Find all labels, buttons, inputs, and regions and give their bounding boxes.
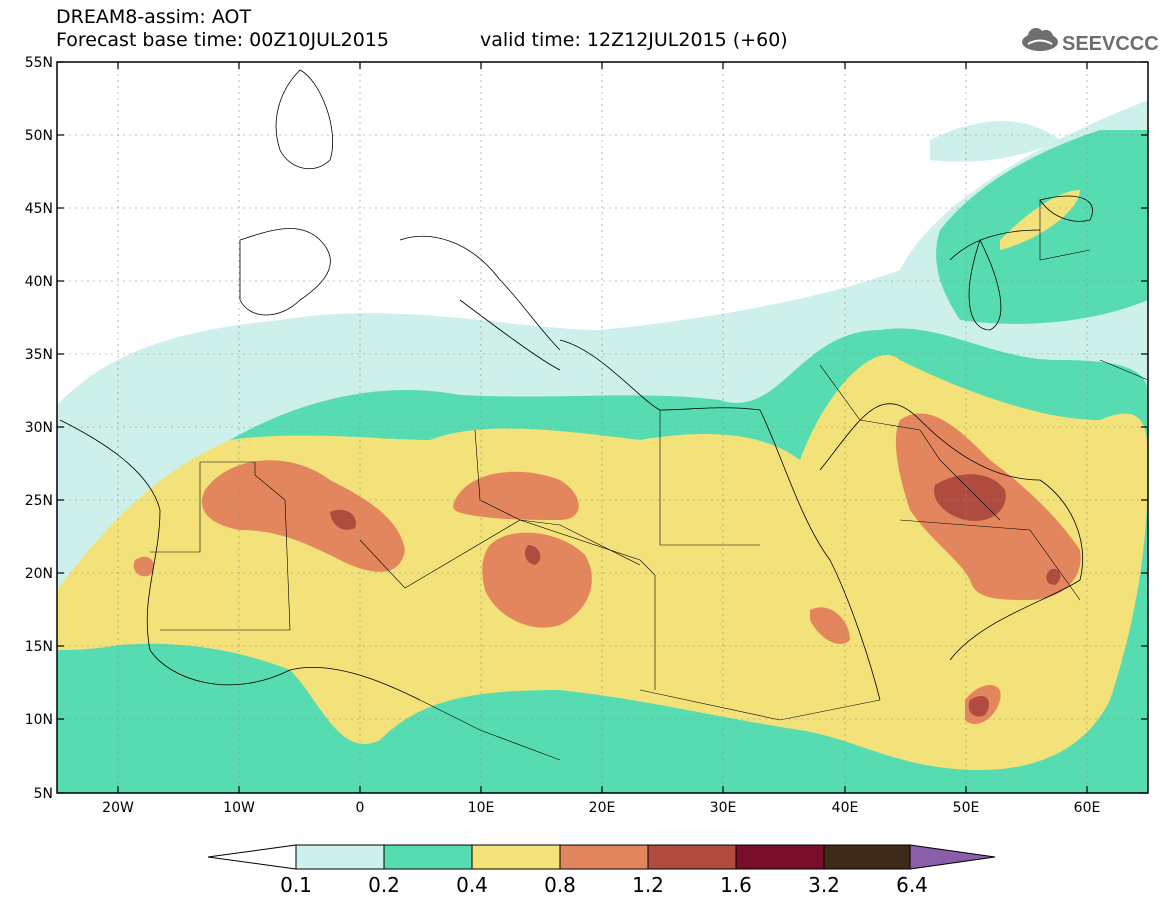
lat-labels: 55N 50N 45N 40N 35N 30N 25N 20N 15N 10N … xyxy=(25,55,53,802)
lat-label: 35N xyxy=(25,347,53,363)
map-title: DREAM8-assim: AOT xyxy=(56,6,252,28)
colorbar-box xyxy=(735,844,825,870)
lon-label: 50E xyxy=(953,800,980,816)
colorbar: 0.1 0.2 0.4 0.8 1.2 1.6 3.2 6.4 xyxy=(207,844,996,897)
lat-label: 10N xyxy=(25,712,53,728)
lon-label: 10E xyxy=(468,800,495,816)
lon-label: 10W xyxy=(223,800,255,816)
colorbar-box xyxy=(295,844,385,870)
lat-label: 5N xyxy=(34,786,53,802)
lon-label: 20W xyxy=(102,800,134,816)
lat-label: 30N xyxy=(25,420,53,436)
lon-label: 0 xyxy=(356,800,365,816)
logo-text: SEEVCCC xyxy=(1062,33,1158,55)
lat-label: 25N xyxy=(25,493,53,509)
colorbar-label: 0.8 xyxy=(544,873,576,897)
colorbar-label: 3.2 xyxy=(808,873,840,897)
colorbar-box xyxy=(823,844,911,870)
graticule xyxy=(57,62,1148,793)
colorbar-label: 0.2 xyxy=(368,873,400,897)
forecast-base-time: Forecast base time: 00Z10JUL2015 xyxy=(56,29,389,51)
coastlines xyxy=(59,69,1093,701)
lon-label: 30E xyxy=(710,800,737,816)
colorbar-label: 6.4 xyxy=(896,873,928,897)
colorbar-box xyxy=(559,844,649,870)
lat-label: 55N xyxy=(25,55,53,71)
colorbar-box xyxy=(647,844,737,870)
colorbar-low-arrow xyxy=(207,844,297,870)
cloud-icon xyxy=(1022,28,1058,51)
axis-ticks xyxy=(57,61,1148,794)
colorbar-label: 0.1 xyxy=(280,873,312,897)
lon-label: 60E xyxy=(1074,800,1101,816)
lat-label: 50N xyxy=(25,128,53,144)
lat-label: 15N xyxy=(25,639,53,655)
lon-label: 40E xyxy=(832,800,859,816)
colorbar-high-arrow xyxy=(909,844,996,870)
aot-field xyxy=(57,100,1148,793)
valid-time: valid time: 12Z12JUL2015 (+60) xyxy=(480,29,788,51)
lat-label: 45N xyxy=(25,201,53,217)
borders xyxy=(150,200,1148,761)
lon-labels: 20W 10W 0 10E 20E 30E 40E 50E 60E xyxy=(102,800,1100,816)
colorbar-label: 0.4 xyxy=(456,873,488,897)
lat-label: 40N xyxy=(25,274,53,290)
colorbar-box xyxy=(383,844,473,870)
lat-label: 20N xyxy=(25,566,53,582)
colorbar-label: 1.6 xyxy=(720,873,752,897)
seevccc-logo: SEEVCCC xyxy=(1022,28,1158,55)
colorbar-label: 1.2 xyxy=(632,873,664,897)
colorbar-box xyxy=(471,844,561,870)
lon-label: 20E xyxy=(589,800,616,816)
